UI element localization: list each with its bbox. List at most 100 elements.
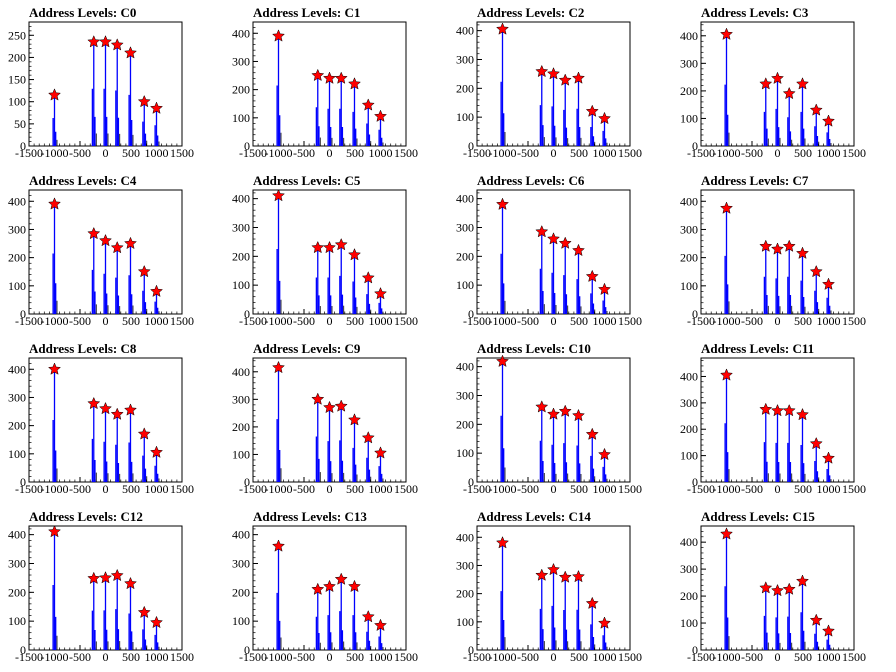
histogram-peak [602,289,607,314]
peak-marker [585,269,599,283]
peak-marker [597,616,612,629]
panel-title: Address Levels: C15 [701,509,815,524]
peak-marker [558,73,572,86]
y-tick-label: 200 [456,81,474,95]
x-tick-label: -500 [69,314,91,328]
x-tick-label: -1000 [489,482,517,496]
histogram-peak [327,78,332,146]
peak-marker [495,22,510,35]
peak-marker [770,242,785,255]
panel-9: Address Levels: C9 0 100 200 300 400 -1500-100… [232,341,418,496]
x-tick-label: 1000 [145,146,169,160]
x-tick-label: 1500 [842,146,866,160]
y-tick-label: 300 [456,220,474,234]
x-tick-label: 1000 [369,314,393,328]
histogram-peak [142,612,147,650]
peak-marker [770,583,785,597]
x-tick-label: 500 [794,482,812,496]
peak-marker [271,188,286,202]
peak-marker [809,436,823,450]
histogram-peak [500,542,505,650]
y-tick-label: 300 [456,52,474,66]
histogram-peak [378,453,383,482]
histogram-peak [775,410,780,482]
histogram-peak [826,458,831,482]
peak-marker [719,368,734,381]
peak-marker [795,246,810,259]
y-tick-label: 200 [232,249,250,263]
peak-marker [347,413,362,426]
y-tick-label: 300 [8,222,26,236]
x-tick-label: 500 [794,650,812,664]
histogram-peak [787,246,792,314]
peak-marker [782,239,796,252]
peak-marker [322,400,337,414]
y-tick-label: 100 [680,111,698,125]
peak-marker [782,86,796,100]
y-tick-label: 0 [244,307,250,321]
y-tick-label: 200 [232,585,250,599]
histogram-peak [128,583,133,650]
peak-marker [361,431,375,444]
peak-marker [149,101,164,114]
x-tick-label: -1500 [239,482,267,496]
y-tick-label: 200 [232,83,250,97]
peak-marker [782,582,796,595]
x-tick-label: 0 [103,482,109,496]
x-tick-label: -1500 [463,650,491,664]
x-tick-label: -1500 [15,650,43,664]
peak-marker [821,277,836,290]
peak-marker [759,402,773,415]
y-tick-label: 150 [8,73,26,87]
histogram-peak [551,569,556,650]
x-tick-label: 1000 [145,314,169,328]
x-tick-label: -500 [69,146,91,160]
y-tick-label: 100 [232,111,250,125]
panel-2: Address Levels: C2 0 100 200 300 400 -1500-100… [456,5,642,160]
x-tick-label: -1000 [41,314,69,328]
histogram-peak [787,410,792,482]
histogram-peak [539,407,544,482]
y-tick-label: 0 [20,475,26,489]
x-tick-label: 500 [346,146,364,160]
peak-marker [759,77,773,90]
histogram-peak [115,45,120,146]
x-tick-label: 1500 [394,146,418,160]
y-tick-label: 200 [456,249,474,263]
histogram-peak [814,271,819,314]
peak-marker [546,232,561,245]
peak-marker [535,64,549,78]
peak-marker [347,579,362,593]
panel-title: Address Levels: C12 [29,509,143,524]
panel-5: Address Levels: C5 0 100 200 300 400 -1500-100… [232,173,418,328]
peak-marker [571,243,586,257]
x-tick-label: 500 [122,650,140,664]
x-tick-label: 500 [346,482,364,496]
x-tick-label: -500 [517,650,539,664]
y-tick-label: 400 [456,360,474,374]
x-tick-label: 500 [570,314,588,328]
peak-marker [47,362,62,375]
histogram-peak [352,254,357,314]
y-tick-label: 200 [456,417,474,431]
histogram-peak [52,531,57,650]
histogram-peak [315,247,320,314]
panel-title: Address Levels: C3 [701,5,809,20]
y-tick-label: 200 [680,589,698,603]
y-tick-label: 100 [8,95,26,109]
peak-marker [546,562,561,576]
histogram-peak [352,420,357,482]
y-tick-label: 200 [680,422,698,436]
peak-marker [546,67,561,80]
y-tick-label: 0 [20,307,26,321]
histogram-peak [800,253,805,314]
histogram-peak [787,589,792,650]
panel-title: Address Levels: C2 [477,5,584,20]
panel-title: Address Levels: C0 [29,5,136,20]
y-tick-label: 400 [232,192,250,206]
x-tick-label: 0 [551,482,557,496]
panel-title: Address Levels: C14 [477,509,591,524]
histogram-peak [154,622,159,650]
x-tick-label: -1000 [265,482,293,496]
histogram-peak [800,84,805,146]
